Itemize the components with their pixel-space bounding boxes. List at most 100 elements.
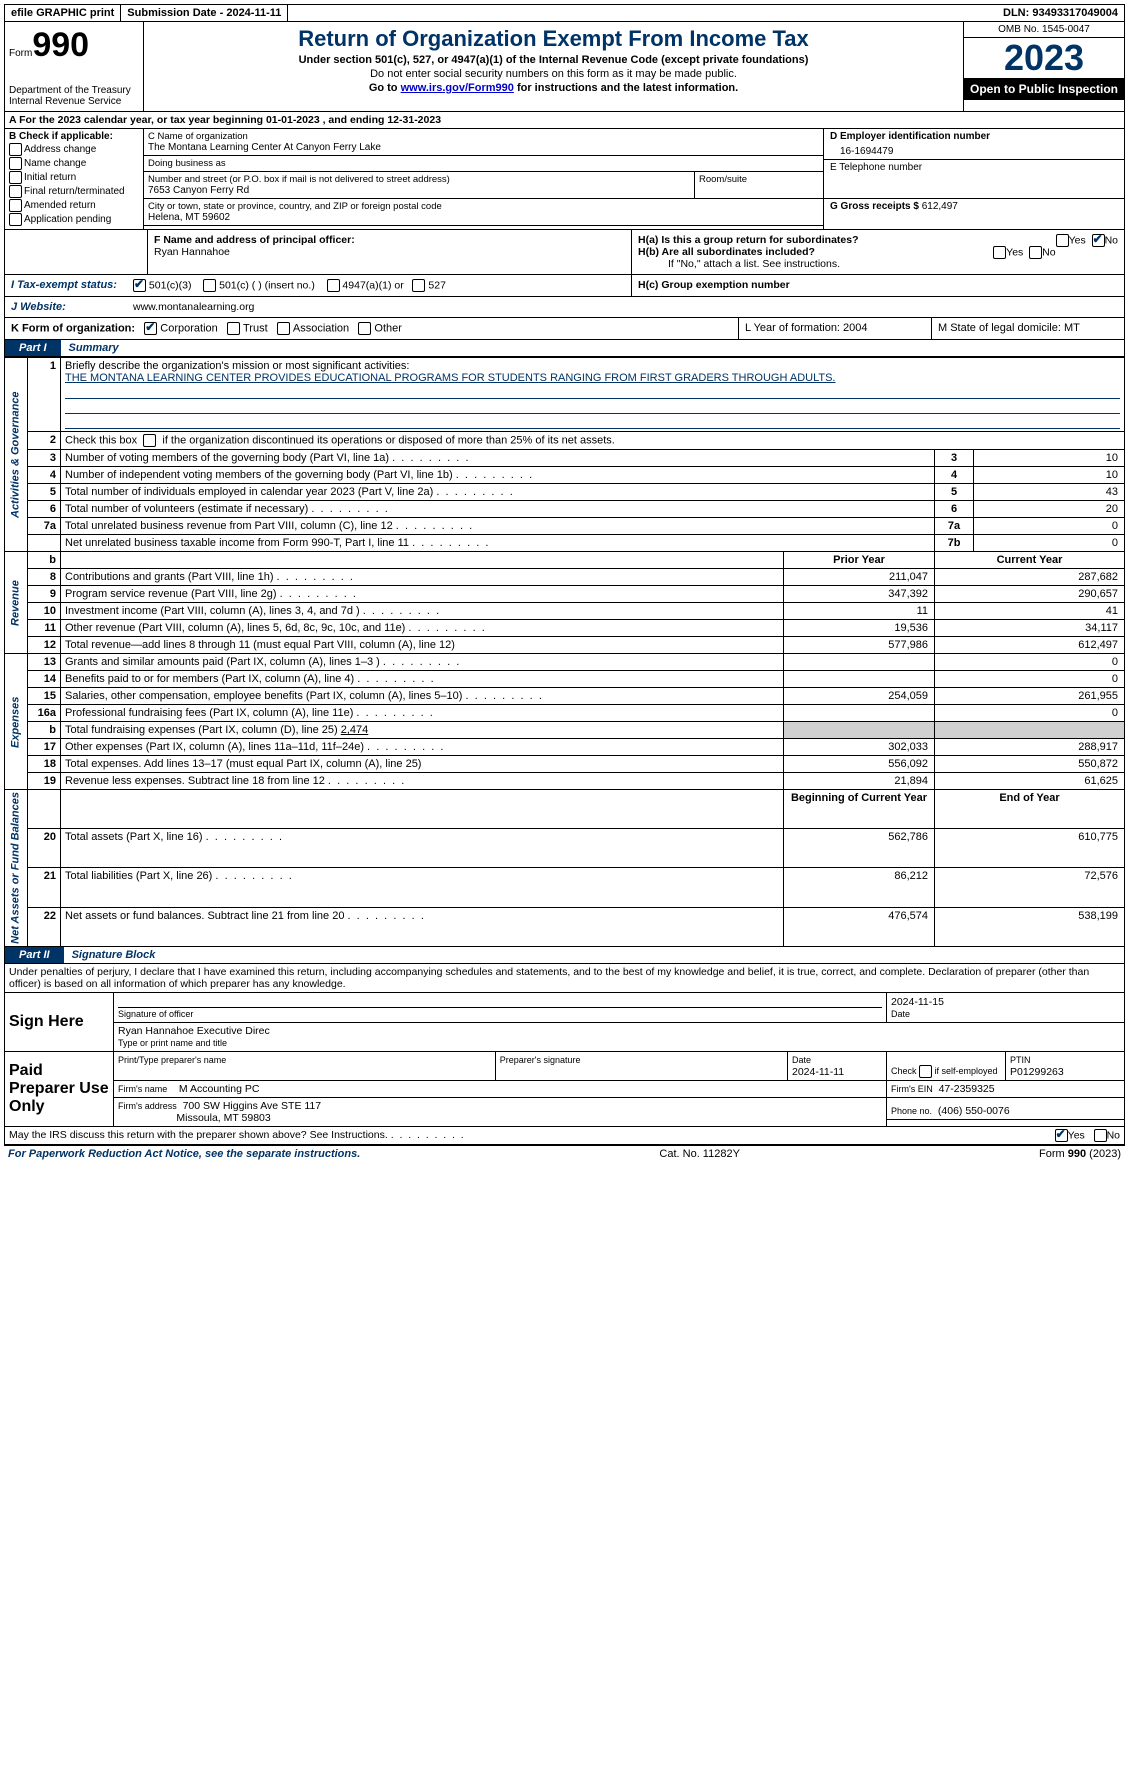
box-f: F Name and address of principal officer:… <box>148 230 631 274</box>
chk-discuss-no[interactable] <box>1094 1129 1107 1142</box>
line2: Check this box if the organization disco… <box>61 432 1125 450</box>
chk-self-employed[interactable] <box>919 1065 932 1078</box>
side-revenue: Revenue <box>5 552 28 654</box>
omb-number: OMB No. 1545-0047 <box>964 22 1124 38</box>
paperwork-notice: For Paperwork Reduction Act Notice, see … <box>8 1148 360 1160</box>
submission-date: Submission Date - 2024-11-11 <box>121 5 288 21</box>
chk-amended[interactable] <box>9 199 22 212</box>
line19: Revenue less expenses. Subtract line 18 … <box>61 773 784 790</box>
part1-header: Part I Summary <box>4 340 1125 357</box>
sig-date: 2024-11-15 <box>891 996 1120 1008</box>
chk-ha-no[interactable] <box>1092 234 1105 247</box>
hb-note: If "No," attach a list. See instructions… <box>638 258 1118 270</box>
line5-val: 43 <box>974 484 1125 501</box>
chk-hb-no[interactable] <box>1029 246 1042 259</box>
line7a: Total unrelated business revenue from Pa… <box>61 518 935 535</box>
line6: Total number of volunteers (estimate if … <box>61 501 935 518</box>
chk-ha-yes[interactable] <box>1056 234 1069 247</box>
officer-name: Ryan Hannahoe <box>154 246 625 258</box>
chk-discuss-yes[interactable] <box>1055 1129 1068 1142</box>
tax-status-opts: 501(c)(3) 501(c) ( ) (insert no.) 4947(a… <box>127 275 631 296</box>
perjury-statement: Under penalties of perjury, I declare th… <box>4 964 1125 992</box>
part2-title: Signature Block <box>64 947 164 963</box>
col-prior: Prior Year <box>784 552 935 569</box>
mission-text: THE MONTANA LEARNING CENTER PROVIDES EDU… <box>65 372 836 384</box>
prep-date: 2024-11-11 <box>792 1066 844 1078</box>
side-netassets: Net Assets or Fund Balances <box>5 790 28 947</box>
line15: Salaries, other compensation, employee b… <box>61 688 784 705</box>
chk-app-pending[interactable] <box>9 213 22 226</box>
sig-name: Ryan Hannahoe Executive Direc <box>118 1025 1120 1037</box>
line5: Total number of individuals employed in … <box>61 484 935 501</box>
dba-label: Doing business as <box>148 158 819 169</box>
chk-501c3[interactable] <box>133 279 146 292</box>
tax-status-label: I Tax-exempt status: <box>5 275 127 296</box>
chk-501c[interactable] <box>203 279 216 292</box>
line7b-val: 0 <box>974 535 1125 552</box>
box-b-label: B Check if applicable: <box>9 131 139 142</box>
chk-initial-return[interactable] <box>9 171 22 184</box>
box-b: B Check if applicable: Address change Na… <box>5 129 144 229</box>
sig-date-label: Date <box>891 1009 910 1019</box>
firm-ein: 47-2359325 <box>939 1083 995 1095</box>
chk-527[interactable] <box>412 279 425 292</box>
col-end: End of Year <box>935 790 1125 829</box>
line3: Number of voting members of the governin… <box>61 450 935 467</box>
efile-label: efile GRAPHIC print <box>5 5 121 21</box>
chk-other[interactable] <box>358 322 371 335</box>
irs-link[interactable]: www.irs.gov/Form990 <box>401 82 514 94</box>
box-d: D Employer identification number 16-1694… <box>823 129 1124 229</box>
line11: Other revenue (Part VIII, column (A), li… <box>61 620 784 637</box>
form-title: Return of Organization Exempt From Incom… <box>148 26 959 52</box>
hc-label: H(c) Group exemption number <box>631 275 1124 296</box>
line3-val: 10 <box>974 450 1125 467</box>
prep-sig-label: Preparer's signature <box>500 1055 581 1065</box>
chk-final-return[interactable] <box>9 185 22 198</box>
chk-corp[interactable] <box>144 322 157 335</box>
ein-value: 16-1694479 <box>830 142 1118 157</box>
line16a: Professional fundraising fees (Part IX, … <box>61 705 784 722</box>
form-number: 990 <box>32 26 89 64</box>
mission-label: Briefly describe the organization's miss… <box>65 360 409 372</box>
side-governance: Activities & Governance <box>5 358 28 552</box>
line4-val: 10 <box>974 467 1125 484</box>
line7b: Net unrelated business taxable income fr… <box>61 535 935 552</box>
chk-assoc[interactable] <box>277 322 290 335</box>
line17: Other expenses (Part IX, column (A), lin… <box>61 739 784 756</box>
org-info-grid: B Check if applicable: Address change Na… <box>4 129 1125 229</box>
line14: Benefits paid to or for members (Part IX… <box>61 671 784 688</box>
subtitle-2: Do not enter social security numbers on … <box>148 68 959 80</box>
chk-hb-yes[interactable] <box>993 246 1006 259</box>
chk-4947[interactable] <box>327 279 340 292</box>
sig-name-label: Type or print name and title <box>118 1038 227 1048</box>
form-ref: Form 990 (2023) <box>1039 1148 1121 1160</box>
line4: Number of independent voting members of … <box>61 467 935 484</box>
col-beginning: Beginning of Current Year <box>784 790 935 829</box>
phone-label: E Telephone number <box>830 162 1118 173</box>
public-inspection: Open to Public Inspection <box>964 78 1124 100</box>
gross-label: G Gross receipts $ <box>830 201 922 212</box>
city-value: Helena, MT 59602 <box>148 212 819 223</box>
page-footer: For Paperwork Reduction Act Notice, see … <box>4 1145 1125 1162</box>
line18: Total expenses. Add lines 13–17 (must eq… <box>61 756 784 773</box>
chk-trust[interactable] <box>227 322 240 335</box>
gross-value: 612,497 <box>922 201 958 212</box>
website-label: J Website: <box>5 297 127 317</box>
line22: Net assets or fund balances. Subtract li… <box>61 907 784 946</box>
org-name: The Montana Learning Center At Canyon Fe… <box>148 142 819 153</box>
state-domicile: M State of legal domicile: MT <box>931 318 1124 339</box>
street-value: 7653 Canyon Ferry Rd <box>148 185 690 196</box>
chk-name-change[interactable] <box>9 157 22 170</box>
ein-label: D Employer identification number <box>830 131 1118 142</box>
chk-address-change[interactable] <box>9 143 22 156</box>
part2-tag: Part II <box>5 947 64 963</box>
website-value: www.montanalearning.org <box>133 301 254 313</box>
chk-discontinued[interactable] <box>143 434 156 447</box>
col-current: Current Year <box>935 552 1125 569</box>
tax-period: A For the 2023 calendar year, or tax yea… <box>4 112 1125 129</box>
org-name-label: C Name of organization <box>148 131 819 142</box>
firm-name: M Accounting PC <box>179 1083 260 1095</box>
firm-addr1: 700 SW Higgins Ave STE 117 <box>183 1100 322 1112</box>
line8: Contributions and grants (Part VIII, lin… <box>61 569 784 586</box>
box-c: C Name of organization The Montana Learn… <box>144 129 823 229</box>
